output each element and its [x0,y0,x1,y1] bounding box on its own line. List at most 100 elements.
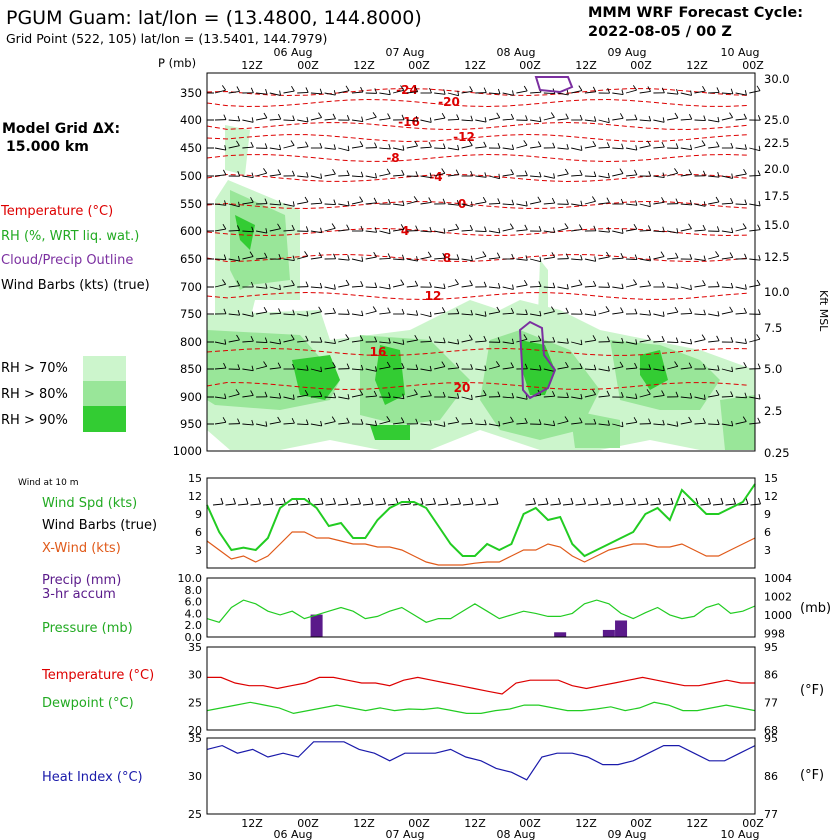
wind-barb-flag [524,224,528,231]
wind-barb-flag [291,85,295,92]
wind-barb [310,368,322,373]
rh-shading [207,125,755,450]
wind-barb-flag [756,334,761,340]
wind-barb-flag [332,362,336,368]
wind-barb-flag [703,255,706,261]
wind-barb-flag [332,307,336,314]
temperature-contour [206,254,748,263]
wind-barb [653,423,665,426]
heat-index-frame [206,737,756,815]
wind-barb [584,394,596,398]
wind-barb-flag [263,306,268,313]
wind-barb [475,340,487,343]
wind-barb-flag [510,169,514,175]
wind-barb-flag [716,141,720,147]
wind-barb [338,174,350,177]
surface-wind-barb-flag [570,497,574,505]
wind-barb [338,284,350,288]
wind-barb [612,341,624,344]
wind-barb-flag [674,306,679,313]
wind-barb [694,422,706,425]
surface-wind-barb-flag [420,497,424,505]
wind-barb-flag [291,280,295,286]
wind-barb-flag [593,225,597,231]
wind-barb [571,396,583,400]
wind-barb-flag [291,418,295,424]
pressure-tick: 550 [180,197,202,211]
wind-barb-flag [730,337,734,343]
wind-barb-flag [496,252,501,258]
wind-barb-flag [497,88,501,95]
wind-barb-flag [442,198,446,204]
wind-barb [735,421,747,425]
wind-barb [612,147,624,150]
wind-barb [406,285,418,288]
wind-barb [543,92,555,95]
wind-barb [543,230,555,233]
wind-barb-flag [580,145,583,151]
wind-barb-flag [278,254,282,260]
wind-barb-flag [731,420,734,427]
top-date-label: 10 Aug [721,46,760,59]
wind-barb-flag [305,141,309,147]
wind-barb [502,286,514,290]
wind-barb-flag [400,279,405,285]
wind-barb-flag [402,145,405,151]
wind-barb-flag [388,283,391,290]
wind-barb [461,90,473,94]
temperature-frame [206,646,756,731]
wind-barb [393,396,405,400]
wind-barb-flag [346,363,350,369]
wind-barb-flag [662,365,665,371]
wind-barb [324,366,336,370]
wind-barb [256,230,267,234]
wind-barb-flag [429,365,432,372]
wind-barb-flag [251,172,254,178]
wind-barb-flag [552,227,556,233]
wind-barb [708,175,720,178]
left-tick: 25 [188,808,202,821]
wind-barb [639,313,651,316]
surface-wind-barb [400,503,411,506]
pressure-tick: 650 [180,252,202,266]
wind-barb [653,313,665,317]
wind-barb-flag [374,142,378,148]
wind-barb-flag [319,391,323,397]
wind-barb [283,144,295,149]
wind-barb [639,119,651,122]
wind-barb [269,228,281,232]
surface-wind-barb-flag [745,497,749,505]
wind-barb [283,313,295,316]
temperature-unit: (°F) [800,683,824,698]
wind-barb [475,201,487,205]
wind-barb-flag [580,393,583,400]
wind-barb-flag [304,196,309,203]
wind-barb-flag [386,168,391,174]
wind-barb [324,203,336,206]
wind-barb-flag [427,251,432,257]
wind-barb-flag [591,196,596,202]
wind-barb-flag [565,307,569,314]
wind-barb [516,338,528,343]
wind-barb [461,258,473,262]
wind-barb-flag [416,256,419,262]
wind-barb-flag [662,117,665,123]
surface-wind-barb-flag [545,497,549,505]
wind-barb [598,256,610,260]
wind-barb-flag [592,335,597,341]
right-tick: 998 [764,627,785,640]
wind-barb [721,175,733,179]
wind-barb-flag [593,418,597,425]
wind-barb-flag [495,361,500,367]
wind-barb-flag [635,145,638,151]
wind-barb [543,202,555,205]
wind-barb [393,203,405,206]
wind-barb-flag [539,171,542,178]
wind-barb-flag [265,421,268,427]
wind-barb [269,341,281,345]
wind-barb-flag [564,416,569,422]
wind-barb-flag [360,171,364,177]
wind-barb [557,227,569,232]
wind-barb-flag [551,306,555,312]
wind-barb [461,229,473,232]
